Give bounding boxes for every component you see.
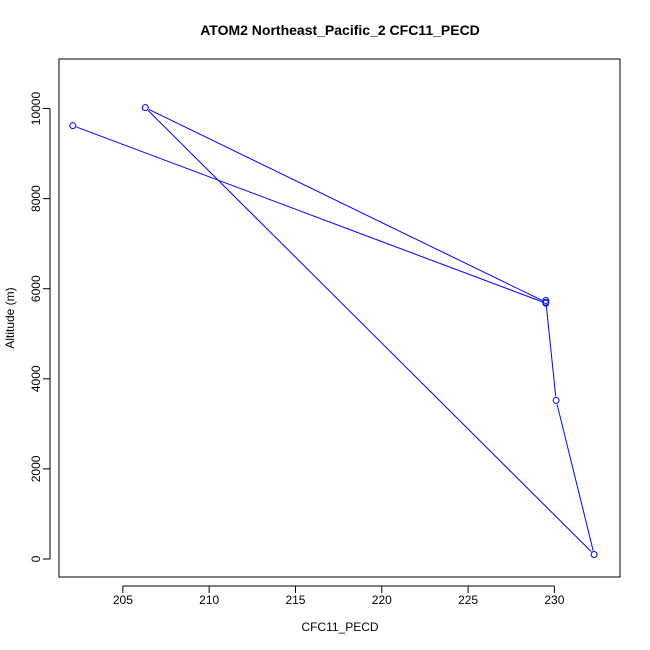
x-tick-label: 225 xyxy=(458,593,478,607)
x-tick-label: 210 xyxy=(199,593,219,607)
chart-title: ATOM2 Northeast_Pacific_2 CFC11_PECD xyxy=(200,22,480,38)
series-line-segment xyxy=(556,404,594,551)
y-axis: 0 2000 4000 6000 8000 10000 xyxy=(29,92,51,562)
y-tick-label: 0 xyxy=(29,555,43,562)
data-point xyxy=(69,122,77,130)
series-line-segment xyxy=(147,110,592,553)
data-point xyxy=(141,104,149,112)
series-line-segment xyxy=(76,126,543,303)
x-tick-label: 230 xyxy=(544,593,564,607)
y-tick-label: 10000 xyxy=(29,92,43,126)
x-tick-label: 205 xyxy=(113,593,133,607)
x-tick-label: 215 xyxy=(285,593,305,607)
y-tick-label: 2000 xyxy=(29,455,43,482)
x-axis-label: CFC11_PECD xyxy=(301,620,378,634)
data-point xyxy=(590,550,598,558)
y-tick-label: 6000 xyxy=(29,275,43,302)
y-axis-label: Altitude (m) xyxy=(3,287,17,348)
series-layer xyxy=(69,104,598,558)
series-line-segment xyxy=(545,304,557,397)
y-tick-label: 4000 xyxy=(29,365,43,392)
data-point xyxy=(542,298,550,306)
y-tick-label: 8000 xyxy=(29,185,43,212)
plot-frame xyxy=(58,58,621,578)
series-line-segment xyxy=(148,108,543,301)
x-tick-label: 220 xyxy=(372,593,392,607)
x-axis: 205 210 215 220 225 230 xyxy=(113,585,565,607)
data-point xyxy=(552,396,560,404)
